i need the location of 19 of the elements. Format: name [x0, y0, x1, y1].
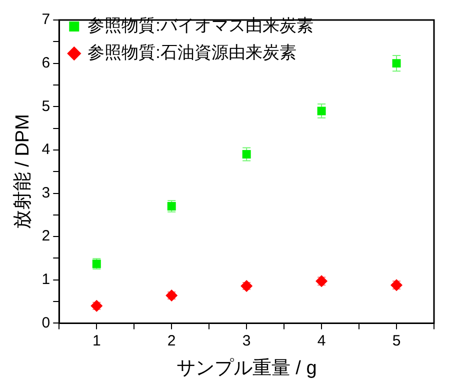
y-tick-label: 2 [42, 228, 50, 245]
y-tick-label: 3 [42, 184, 50, 202]
point [392, 59, 401, 68]
point [166, 289, 178, 302]
y-tick-label: 4 [42, 141, 50, 158]
y-tick-label: 5 [42, 98, 50, 115]
y-axis-title: 放射能 / DPM [12, 114, 34, 230]
legend-label: 参照物質:石油資源由来炭素 [88, 43, 296, 62]
y-tick-label: 6 [42, 54, 50, 72]
x-tick-label: 2 [167, 332, 176, 350]
x-tick-label: 5 [392, 332, 401, 350]
x-axis-title: サンプル重量 / g [176, 358, 317, 379]
x-tick-label: 4 [317, 332, 326, 350]
x-tick-label: 3 [242, 332, 251, 350]
y-tick-label: 1 [42, 271, 50, 288]
point [317, 106, 326, 116]
x-tick-label: 1 [92, 332, 101, 350]
y-tick-label: 0 [42, 314, 50, 332]
y-tick-label: 7 [42, 11, 50, 28]
